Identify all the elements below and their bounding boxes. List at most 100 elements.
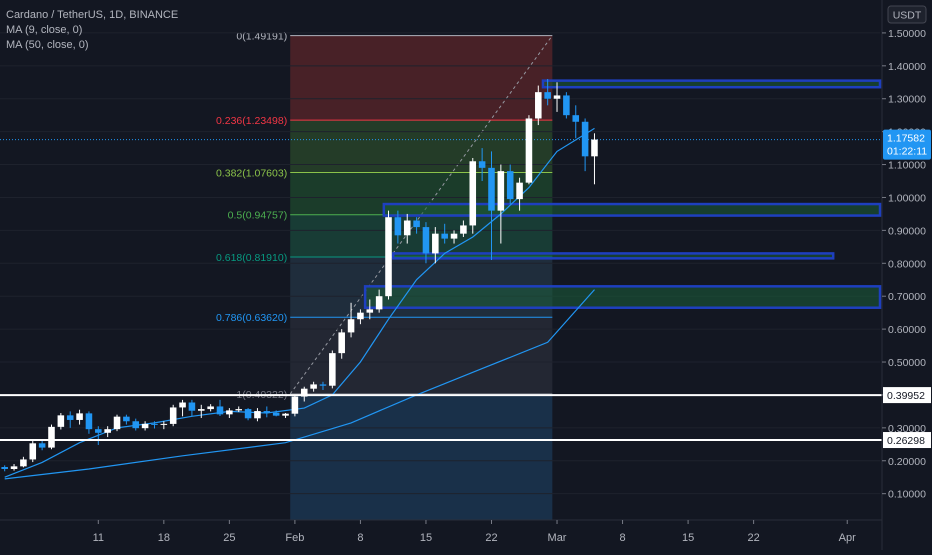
x-axis-ticks: 11 18 25 Feb 8 15 22 Mar 8 15 22 Apr	[93, 520, 856, 544]
fib-zone	[290, 35, 553, 121]
candle	[254, 408, 261, 422]
candle-body	[375, 296, 383, 310]
current-price-label: 1.17582	[887, 133, 925, 145]
fib-trend-line	[289, 35, 553, 395]
x-tick-label: Feb	[285, 532, 304, 544]
candle	[132, 418, 140, 431]
candle	[497, 164, 505, 244]
candle	[375, 289, 383, 313]
candle	[581, 118, 589, 172]
candle	[272, 410, 280, 417]
x-tick-label: 8	[357, 532, 363, 544]
candle-body	[282, 413, 289, 416]
candle-body	[104, 429, 111, 433]
candle	[48, 424, 55, 450]
y-axis-ticks: 1.500001.400001.300001.200001.100001.000…	[882, 28, 926, 501]
candle	[319, 381, 327, 390]
candle-body	[338, 332, 345, 354]
candle	[207, 404, 214, 412]
candle-body	[591, 139, 598, 157]
candle-body	[525, 118, 533, 183]
candle-body	[357, 312, 364, 320]
fib-level-label: 0.382(1.07603)	[216, 167, 287, 179]
candle-body	[48, 426, 55, 448]
candle	[403, 213, 411, 244]
fib-zone	[290, 120, 553, 173]
currency-button-bg	[887, 5, 927, 24]
candle	[385, 210, 392, 300]
candle	[20, 456, 27, 468]
candle-body	[385, 217, 392, 297]
level-price-label: 0.26298	[887, 435, 925, 447]
price-zone	[363, 285, 882, 309]
candle-body	[506, 171, 514, 200]
x-tick-label: 11	[93, 532, 104, 544]
fib-zone	[290, 214, 553, 258]
candle	[85, 411, 93, 434]
y-tick-label: 1.30000	[888, 94, 926, 106]
fib-level-label: 0.618(0.81910)	[216, 252, 287, 264]
price-zone	[391, 252, 835, 260]
candles	[1, 78, 598, 472]
candle	[357, 309, 364, 325]
x-tick-label: 22	[747, 532, 759, 544]
x-tick-label: 22	[485, 532, 497, 544]
candle	[535, 85, 542, 126]
x-tick-label: 15	[682, 532, 694, 544]
candle-body	[572, 115, 580, 122]
candle-body	[1, 467, 8, 469]
y-tick-label: 0.20000	[888, 456, 926, 468]
y-tick-label: 0.50000	[888, 357, 926, 369]
candle	[441, 223, 448, 244]
candle-body	[179, 402, 186, 408]
candle	[544, 78, 551, 106]
candle-body	[132, 421, 140, 429]
candle-body	[113, 416, 121, 430]
candle-body	[478, 161, 486, 168]
candle-body	[160, 423, 168, 425]
candle-body	[216, 406, 224, 415]
price-axis-panel	[882, 0, 932, 550]
candle	[553, 82, 561, 112]
candle	[488, 151, 495, 260]
candle	[235, 406, 242, 413]
candle-body	[38, 443, 46, 448]
candle-body	[422, 227, 430, 254]
candle-body	[169, 407, 177, 424]
candle-body	[441, 233, 448, 239]
candle	[478, 148, 486, 182]
candle-body	[469, 161, 477, 226]
candle-body	[366, 309, 374, 313]
candle	[469, 157, 477, 234]
candle-body	[535, 92, 542, 119]
y-tick-label: 0.70000	[888, 291, 926, 303]
candle	[460, 220, 467, 237]
candle-body	[85, 413, 93, 430]
candle-body	[403, 220, 411, 236]
y-tick-label: 0.60000	[888, 324, 926, 336]
fib-zone-extension	[290, 393, 553, 520]
candle	[95, 426, 102, 445]
candle-body	[235, 409, 242, 411]
level-price-tag	[883, 432, 931, 449]
candle	[338, 329, 345, 359]
candle-body	[394, 217, 402, 236]
currency-button-label: USDT	[893, 10, 922, 22]
candle	[113, 414, 121, 432]
candle	[1, 465, 8, 472]
x-tick-label: 15	[420, 532, 432, 544]
candle-body	[10, 466, 18, 469]
candle	[291, 394, 299, 417]
fib-level-label: 0(1.49191)	[236, 31, 287, 43]
currency-button[interactable]: USDT	[887, 5, 927, 24]
candle	[263, 406, 271, 418]
candle	[151, 421, 158, 429]
y-tick-label: 0.90000	[888, 225, 926, 237]
candle	[282, 413, 289, 418]
candle-body	[272, 412, 280, 416]
candle	[141, 421, 149, 431]
candle	[188, 399, 196, 417]
candle	[366, 299, 374, 320]
